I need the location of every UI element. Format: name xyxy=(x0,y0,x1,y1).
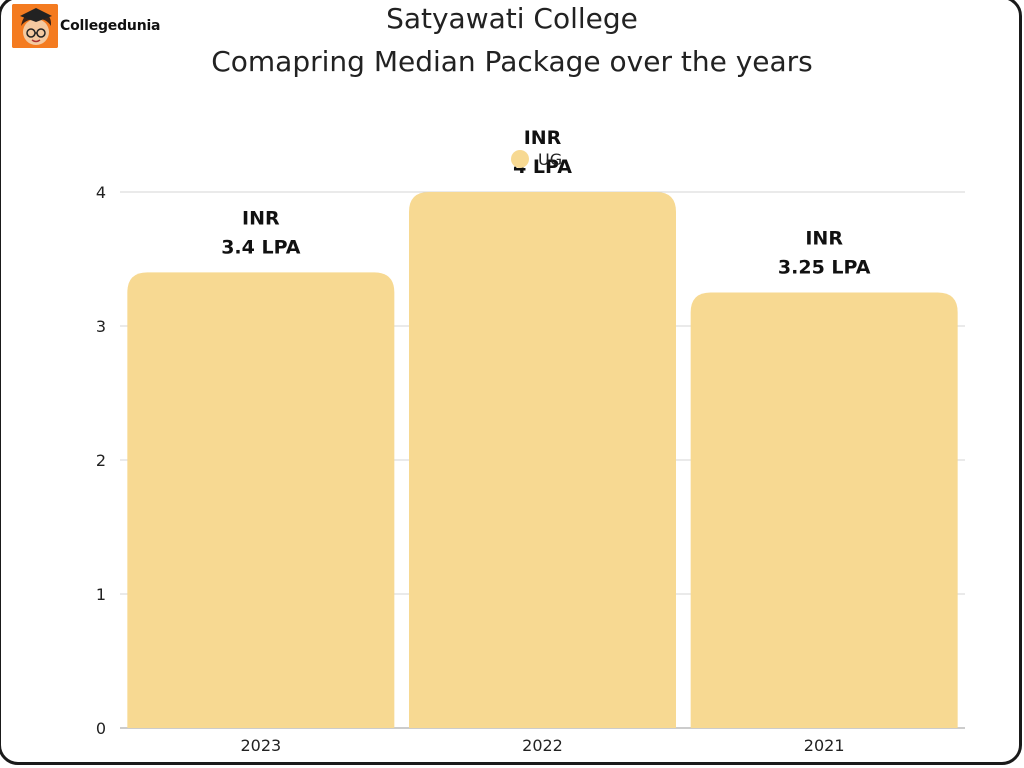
legend-label: UG xyxy=(538,150,562,169)
y-tick-label: 0 xyxy=(96,719,106,738)
bar xyxy=(127,272,395,728)
logo-mascot-icon xyxy=(12,4,58,48)
legend-swatch xyxy=(511,150,529,168)
x-tick-label: 2023 xyxy=(240,736,281,755)
x-tick-label: 2022 xyxy=(522,736,563,755)
chart-subtitle: Comapring Median Package over the years xyxy=(211,45,813,78)
y-tick-label: 3 xyxy=(96,317,106,336)
y-tick-label: 2 xyxy=(96,451,106,470)
y-tick-label: 1 xyxy=(96,585,106,604)
chart-title: Satyawati College xyxy=(386,2,638,35)
data-label-currency: INR xyxy=(524,127,562,149)
bar xyxy=(409,192,676,728)
logo-text: Collegedunia xyxy=(60,18,161,34)
data-label-currency: INR xyxy=(242,207,280,229)
data-label-value: 3.4 LPA xyxy=(221,236,301,258)
bar xyxy=(690,292,958,728)
collegedunia-logo: Collegedunia xyxy=(12,4,161,48)
y-tick-label: 4 xyxy=(96,183,106,202)
data-label-value: 3.25 LPA xyxy=(778,257,871,279)
data-label-currency: INR xyxy=(805,228,843,250)
x-tick-label: 2021 xyxy=(804,736,845,755)
